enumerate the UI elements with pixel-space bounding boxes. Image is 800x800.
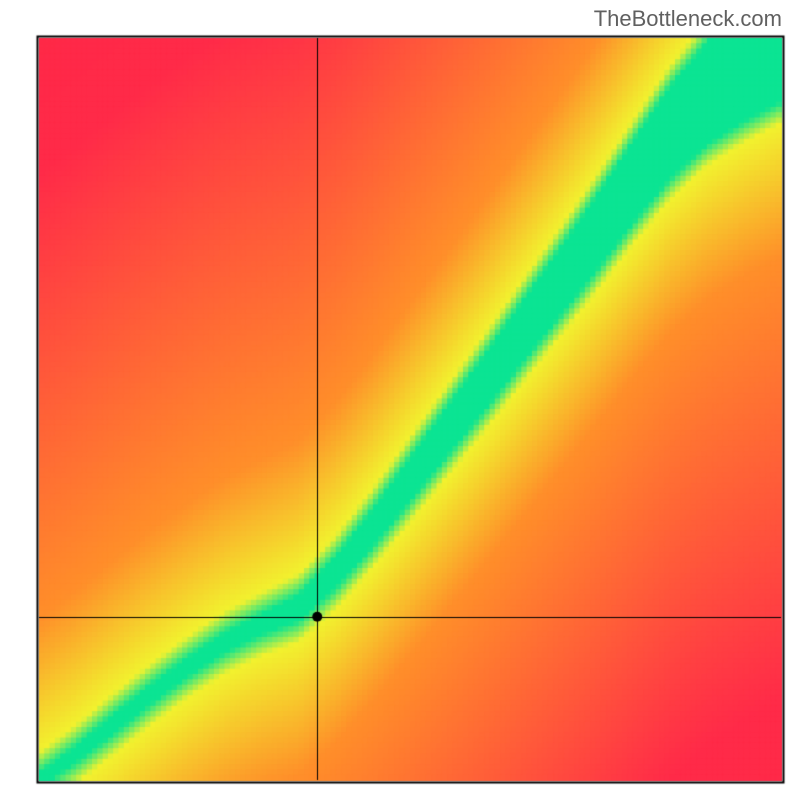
bottleneck-heatmap (0, 0, 800, 800)
chart-container: TheBottleneck.com (0, 0, 800, 800)
